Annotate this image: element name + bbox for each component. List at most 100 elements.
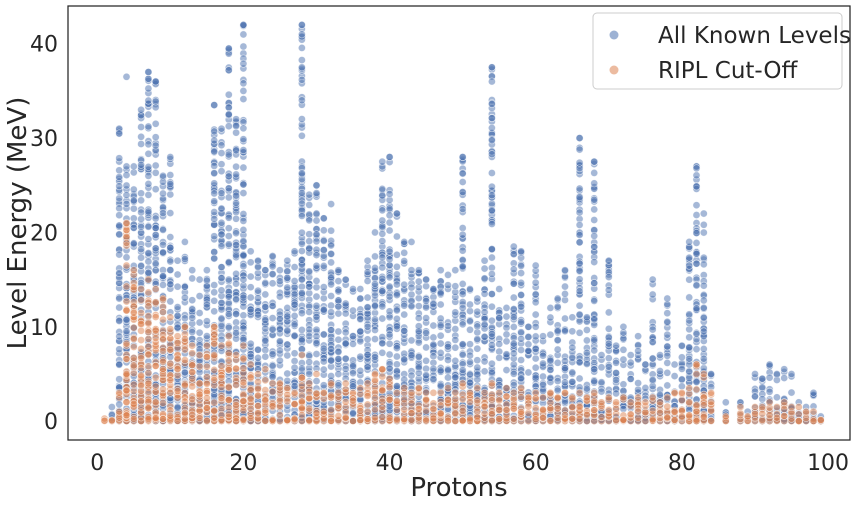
all-known-levels-point — [312, 292, 321, 301]
ripl-cut-off-point — [166, 388, 175, 397]
all-known-levels-point — [363, 322, 372, 331]
all-known-levels-point — [414, 314, 423, 322]
all-known-levels-point — [275, 356, 284, 365]
all-known-levels-point — [210, 288, 219, 297]
ripl-cut-off-point — [539, 413, 547, 422]
y-tick-label: 10 — [30, 316, 58, 341]
all-known-levels-point — [758, 374, 767, 383]
all-known-levels-point — [495, 285, 504, 293]
all-known-levels-point — [604, 286, 613, 294]
ripl-cut-off-point — [268, 379, 277, 388]
ripl-cut-off-point — [283, 397, 292, 406]
ripl-cut-off-point — [787, 403, 796, 411]
all-known-levels-point — [553, 386, 562, 395]
ripl-cut-off-point — [685, 384, 694, 392]
ripl-cut-off-point — [466, 397, 474, 406]
ripl-cut-off-point — [721, 412, 730, 421]
ripl-cut-off-point — [341, 413, 350, 422]
all-known-levels-point — [246, 339, 255, 348]
all-known-levels-point — [531, 373, 540, 382]
all-known-levels-point — [502, 366, 511, 374]
all-known-levels-point — [137, 215, 145, 223]
all-known-levels-point — [129, 239, 138, 248]
ripl-cut-off-point — [283, 384, 292, 392]
legend: All Known Levels RIPL Cut-Off — [592, 12, 851, 90]
ripl-cut-off-point — [670, 407, 679, 416]
all-known-levels-point — [575, 193, 584, 202]
ripl-cut-off-point — [524, 393, 533, 402]
all-known-levels-point — [590, 346, 599, 355]
all-known-levels-point — [137, 208, 145, 217]
all-known-levels-point — [232, 295, 240, 303]
ripl-cut-off-point — [363, 415, 372, 423]
all-known-levels-point — [159, 240, 167, 249]
all-known-levels-point — [568, 327, 577, 336]
ripl-cut-off-point — [166, 345, 175, 354]
ripl-cut-off-point — [349, 388, 357, 397]
ripl-cut-off-point — [575, 403, 584, 411]
all-known-levels-point — [239, 163, 248, 172]
all-known-levels-point — [327, 308, 335, 317]
ripl-cut-off-point — [575, 388, 584, 397]
ripl-cut-off-point — [685, 411, 694, 420]
all-known-levels-point — [429, 333, 438, 342]
ripl-cut-off-point — [568, 403, 577, 411]
all-known-levels-point — [297, 96, 306, 105]
all-known-levels-point — [137, 223, 145, 231]
all-known-levels-point — [144, 249, 153, 257]
all-known-levels-point — [444, 373, 452, 382]
all-known-levels-point — [634, 332, 642, 341]
all-known-levels-point — [641, 383, 650, 392]
ripl-cut-off-point — [356, 416, 365, 424]
ripl-cut-off-point — [195, 414, 204, 422]
all-known-levels-point — [232, 146, 240, 155]
all-known-levels-point — [422, 356, 430, 365]
ripl-cut-off-point — [597, 398, 606, 407]
ripl-cut-off-point — [129, 343, 138, 351]
all-known-levels-point — [371, 263, 379, 272]
all-known-levels-point — [232, 162, 240, 171]
ripl-cut-off-point — [137, 403, 145, 412]
all-known-levels-point — [151, 259, 160, 268]
ripl-cut-off-point — [159, 385, 167, 394]
all-known-levels-point — [517, 334, 525, 343]
ripl-cut-off-point — [751, 403, 759, 411]
ripl-cut-off-point — [773, 403, 781, 411]
all-known-levels-point — [436, 381, 445, 390]
all-known-levels-point — [195, 275, 204, 284]
all-known-levels-point — [378, 302, 387, 311]
all-known-levels-point — [319, 214, 328, 223]
all-known-levels-point — [619, 345, 628, 354]
ripl-cut-off-point — [356, 407, 365, 415]
all-known-levels-point — [685, 333, 694, 342]
all-known-levels-point — [765, 360, 774, 369]
x-tick-label: 20 — [229, 451, 257, 476]
all-known-levels-point — [232, 241, 240, 249]
ripl-cut-off-point — [444, 416, 452, 425]
all-known-levels-point — [531, 332, 540, 341]
all-known-levels-point — [414, 327, 423, 336]
all-known-levels-point — [144, 140, 153, 149]
ripl-cut-off-point — [217, 362, 226, 370]
all-known-levels-point — [407, 283, 416, 292]
all-known-levels-point — [692, 229, 701, 237]
ripl-cut-off-point — [502, 392, 511, 401]
all-known-levels-point — [458, 230, 467, 239]
all-known-levels-point — [546, 365, 555, 374]
all-known-levels-point — [685, 293, 694, 302]
ripl-cut-off-point — [312, 389, 321, 398]
ripl-cut-off-point — [122, 219, 131, 227]
all-known-levels-point — [239, 237, 248, 245]
all-known-levels-point — [699, 228, 708, 237]
ripl-cut-off-point — [151, 414, 160, 422]
ripl-cut-off-point — [509, 388, 518, 397]
all-known-levels-point — [487, 114, 496, 123]
all-known-levels-point — [224, 232, 233, 240]
ripl-cut-off-point — [663, 393, 672, 402]
all-known-levels-point — [115, 345, 124, 354]
all-known-levels-point — [692, 378, 701, 386]
y-tick-label: 30 — [30, 127, 58, 152]
all-known-levels-point — [312, 181, 321, 190]
ripl-cut-off-point — [466, 388, 474, 397]
ripl-cut-off-point — [166, 411, 175, 420]
